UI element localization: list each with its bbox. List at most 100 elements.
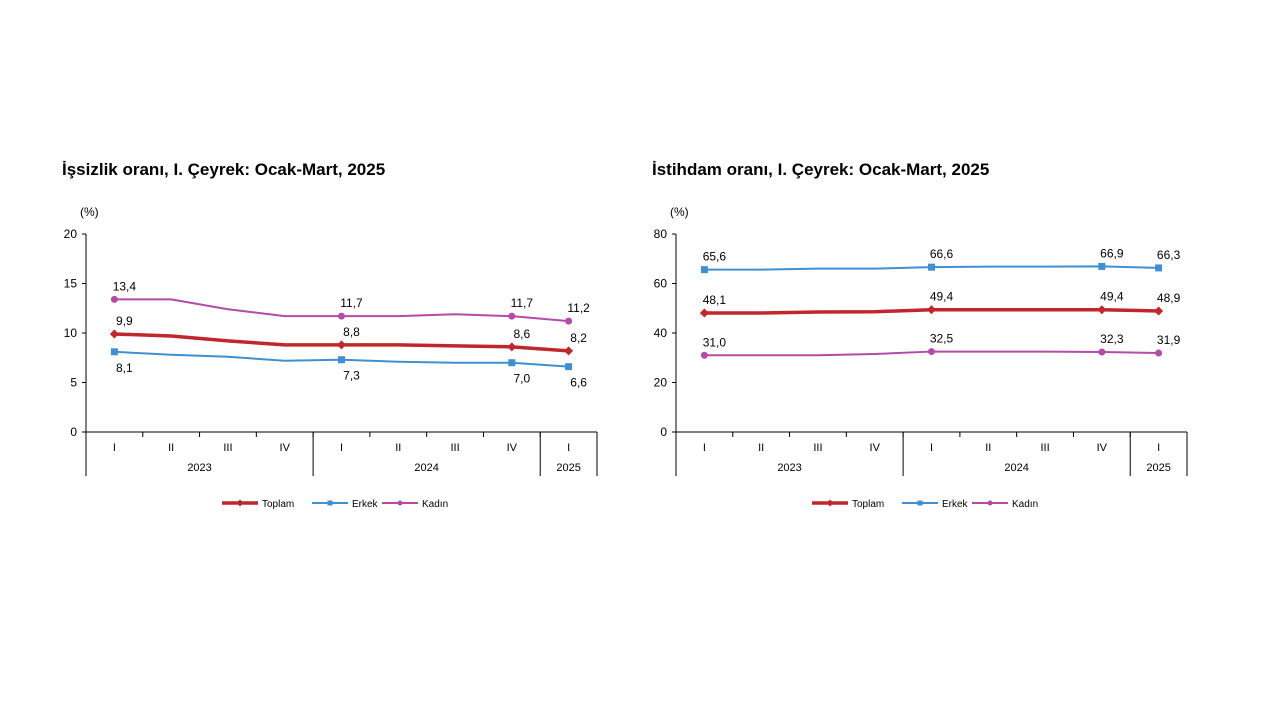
employment-chart-panel: İstihdam oranı, I. Çeyrek: Ocak-Mart, 20… xyxy=(652,150,1232,530)
x-year-label: 2025 xyxy=(1146,462,1170,474)
legend-item: Toplam xyxy=(222,499,294,510)
data-label: 7,3 xyxy=(343,369,360,383)
legend-swatch-marker xyxy=(987,500,993,506)
x-category-label: I xyxy=(340,442,343,454)
y-tick-label: 0 xyxy=(70,425,77,439)
legend-swatch-marker xyxy=(397,500,403,506)
unemployment-chart-panel: İşsizlik oranı, I. Çeyrek: Ocak-Mart, 20… xyxy=(62,150,642,530)
data-point-marker xyxy=(110,295,118,303)
data-point-marker xyxy=(507,342,517,352)
data-label: 6,6 xyxy=(570,376,587,390)
data-point-marker xyxy=(565,363,573,371)
legend-item: Kadın xyxy=(382,499,448,510)
data-label: 65,6 xyxy=(703,250,727,264)
data-point-marker xyxy=(700,351,708,359)
x-year-label: 2023 xyxy=(187,462,211,474)
y-axis-unit-label: (%) xyxy=(670,205,689,219)
data-label: 8,8 xyxy=(343,325,360,339)
x-year-label: 2023 xyxy=(777,462,801,474)
legend-label: Kadın xyxy=(1012,499,1038,510)
legend-label: Erkek xyxy=(942,499,969,510)
x-category-label: I xyxy=(113,442,116,454)
data-label: 8,2 xyxy=(570,331,587,345)
y-tick-label: 0 xyxy=(660,425,667,439)
data-label: 13,4 xyxy=(113,279,137,293)
series-kad-n: 31,0 32,5 32,3 31,9 xyxy=(700,332,1181,359)
x-category-label: II xyxy=(395,442,401,454)
data-label: 11,7 xyxy=(340,296,363,310)
x-year-label: 2024 xyxy=(414,462,438,474)
legend-swatch-marker xyxy=(917,500,923,506)
x-category-label: III xyxy=(450,442,459,454)
x-category-label: II xyxy=(985,442,991,454)
data-point-marker xyxy=(565,317,573,325)
data-point-marker xyxy=(338,312,345,320)
x-category-label: IV xyxy=(507,442,518,454)
y-tick-label: 15 xyxy=(64,277,78,291)
data-label: 7,0 xyxy=(513,372,530,386)
data-label: 11,7 xyxy=(511,296,534,310)
legend-item: Erkek xyxy=(312,499,379,510)
data-label: 49,4 xyxy=(930,290,954,304)
x-category-label: III xyxy=(813,442,822,454)
data-point-marker xyxy=(337,340,346,350)
series-toplam: 48,1 49,4 49,4 48,9 xyxy=(699,290,1181,318)
legend-label: Erkek xyxy=(352,499,379,510)
x-year-label: 2024 xyxy=(1004,462,1028,474)
data-point-marker xyxy=(110,348,118,356)
y-tick-label: 20 xyxy=(654,376,668,390)
y-tick-label: 60 xyxy=(654,277,668,291)
x-category-label: III xyxy=(223,442,232,454)
x-category-label: I xyxy=(930,442,933,454)
data-label: 66,6 xyxy=(930,247,954,261)
legend-swatch-marker xyxy=(327,500,333,506)
data-point-marker xyxy=(109,329,119,339)
data-point-marker xyxy=(564,346,574,356)
x-category-label: IV xyxy=(1097,442,1108,454)
y-axis-unit-label: (%) xyxy=(80,205,99,219)
data-label: 66,3 xyxy=(1157,248,1181,262)
data-label: 66,9 xyxy=(1100,246,1124,260)
data-label: 32,5 xyxy=(930,332,954,346)
legend-label: Toplam xyxy=(262,499,294,510)
x-category-label: I xyxy=(1157,442,1160,454)
data-point-marker xyxy=(699,308,709,318)
legend-label: Kadın xyxy=(422,499,448,510)
x-category-label: II xyxy=(758,442,764,454)
series-erkek: 65,6 66,6 66,9 66,3 xyxy=(700,246,1181,274)
y-tick-label: 10 xyxy=(64,326,78,340)
legend-item: Toplam xyxy=(812,499,884,510)
data-point-marker xyxy=(1155,349,1163,357)
chart-title: İşsizlik oranı, I. Çeyrek: Ocak-Mart, 20… xyxy=(62,160,386,179)
data-point-marker xyxy=(928,263,935,271)
x-category-label: IV xyxy=(870,442,881,454)
data-point-marker xyxy=(508,359,516,367)
data-label: 31,0 xyxy=(703,335,727,349)
legend-item: Erkek xyxy=(902,499,969,510)
legend-item: Kadın xyxy=(972,499,1038,510)
series-erkek: 8,1 7,3 7,0 6,6 xyxy=(110,348,587,390)
y-tick-label: 20 xyxy=(64,227,78,241)
series-kad-n: 13,4 11,7 11,7 11,2 xyxy=(110,279,590,325)
data-point-marker xyxy=(928,348,935,356)
chart-title: İstihdam oranı, I. Çeyrek: Ocak-Mart, 20… xyxy=(652,160,990,179)
data-label: 32,3 xyxy=(1100,332,1124,346)
data-point-marker xyxy=(1155,264,1163,272)
data-label: 48,9 xyxy=(1157,291,1181,305)
x-category-label: I xyxy=(703,442,706,454)
series-toplam: 9,9 8,8 8,6 8,2 xyxy=(109,314,587,356)
y-tick-label: 40 xyxy=(654,326,668,340)
x-category-label: III xyxy=(1040,442,1049,454)
data-point-marker xyxy=(1154,306,1164,316)
data-point-marker xyxy=(338,356,345,364)
data-point-marker xyxy=(1097,305,1107,315)
y-tick-label: 5 xyxy=(70,376,77,390)
data-point-marker xyxy=(1098,262,1106,270)
data-point-marker xyxy=(1098,348,1106,356)
data-point-marker xyxy=(927,305,936,315)
x-category-label: I xyxy=(567,442,570,454)
data-label: 9,9 xyxy=(116,314,133,328)
x-category-label: IV xyxy=(280,442,291,454)
